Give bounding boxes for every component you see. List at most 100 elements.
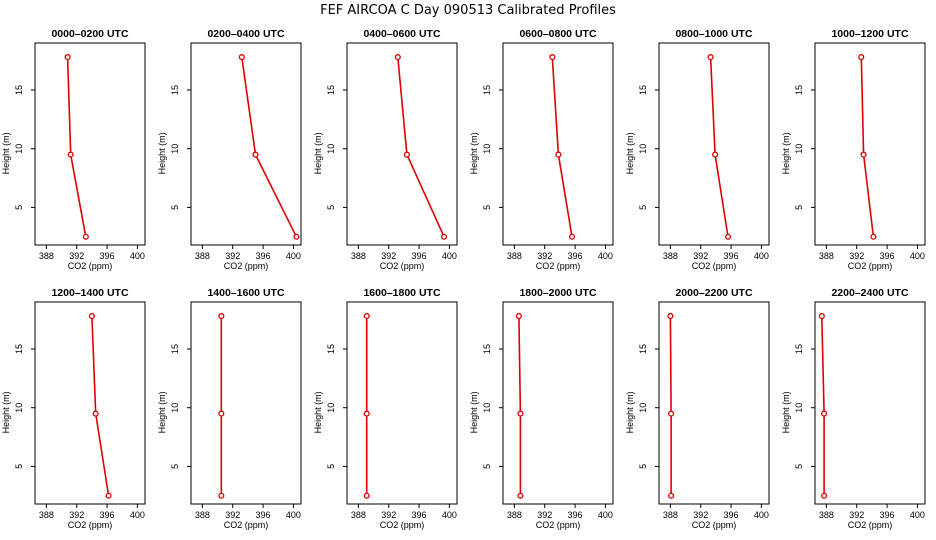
y-tick-label: 15 bbox=[326, 344, 336, 354]
x-tick-label: 400 bbox=[286, 510, 301, 520]
panel-title: 1400–1600 UTC bbox=[207, 287, 284, 299]
data-point bbox=[707, 54, 714, 61]
x-tick-label: 396 bbox=[880, 251, 895, 261]
y-tick-label: 10 bbox=[794, 403, 804, 413]
y-axis-label: Height (m) bbox=[157, 391, 167, 433]
y-axis-label: Height (m) bbox=[469, 391, 479, 433]
data-point bbox=[668, 410, 675, 417]
y-tick-label: 5 bbox=[14, 464, 24, 469]
data-point bbox=[818, 313, 825, 320]
y-axis-label: Height (m) bbox=[157, 132, 167, 174]
y-tick-label: 5 bbox=[170, 464, 180, 469]
data-point bbox=[67, 151, 74, 158]
data-point bbox=[821, 410, 828, 417]
panel: 0800–1000 UTC 388 392 396 400 CO2 (ppm) 5 10 15 H… bbox=[625, 28, 770, 271]
data-point bbox=[667, 313, 674, 320]
panel-title: 0600–0800 UTC bbox=[519, 28, 596, 40]
y-axis-label: Height (m) bbox=[313, 132, 323, 174]
x-tick-label: 396 bbox=[256, 251, 271, 261]
data-point bbox=[515, 313, 522, 320]
x-axis-label: CO2 (ppm) bbox=[692, 520, 737, 530]
panel-grid: 0000–0200 UTC 388 392 396 400 CO2 (ppm) 5 10 15 H… bbox=[1, 28, 926, 530]
x-tick-label: 388 bbox=[507, 251, 522, 261]
panel-title: 0800–1000 UTC bbox=[675, 28, 752, 40]
x-tick-label: 396 bbox=[724, 510, 739, 520]
x-tick-label: 392 bbox=[693, 251, 708, 261]
x-axis-label: CO2 (ppm) bbox=[692, 261, 737, 271]
y-tick-label: 5 bbox=[794, 464, 804, 469]
panel: 2000–2200 UTC 388 392 396 400 CO2 (ppm) 5 10 15 H… bbox=[625, 287, 770, 530]
x-axis-label: CO2 (ppm) bbox=[380, 520, 425, 530]
plot-frame bbox=[658, 301, 770, 505]
y-tick-label: 5 bbox=[326, 205, 336, 210]
y-axis-label: Height (m) bbox=[1, 391, 11, 433]
data-point bbox=[549, 54, 556, 61]
y-tick-label: 5 bbox=[14, 205, 24, 210]
y-tick-label: 15 bbox=[794, 344, 804, 354]
x-axis-label: CO2 (ppm) bbox=[68, 520, 113, 530]
x-tick-label: 396 bbox=[412, 510, 427, 520]
data-point bbox=[64, 54, 71, 61]
y-tick-label: 10 bbox=[170, 403, 180, 413]
x-tick-label: 388 bbox=[39, 510, 54, 520]
data-point bbox=[568, 233, 576, 240]
y-tick-label: 5 bbox=[482, 205, 492, 210]
data-point bbox=[105, 492, 112, 499]
x-tick-label: 388 bbox=[351, 251, 366, 261]
x-tick-label: 392 bbox=[537, 251, 552, 261]
data-point bbox=[517, 492, 524, 499]
profile-line bbox=[66, 57, 87, 237]
panel: 0600–0800 UTC 388 392 396 400 CO2 (ppm) 5 10 15 H… bbox=[469, 28, 614, 271]
plot-frame bbox=[190, 301, 302, 505]
data-point bbox=[92, 410, 99, 417]
panel-title: 1200–1400 UTC bbox=[51, 287, 128, 299]
x-tick-label: 396 bbox=[724, 251, 739, 261]
panel: 0200–0400 UTC 388 392 396 400 CO2 (ppm) 5 10 15 H… bbox=[157, 28, 302, 271]
plot-frame bbox=[346, 301, 458, 505]
data-point bbox=[870, 233, 877, 240]
panel: 0000–0200 UTC 388 392 396 400 CO2 (ppm) 5 10 15 H… bbox=[1, 28, 146, 271]
x-axis-label: CO2 (ppm) bbox=[224, 520, 269, 530]
x-tick-label: 400 bbox=[754, 510, 769, 520]
data-point bbox=[441, 233, 448, 240]
y-tick-label: 5 bbox=[638, 464, 648, 469]
x-tick-label: 392 bbox=[69, 251, 84, 261]
x-axis-label: CO2 (ppm) bbox=[848, 261, 893, 271]
profile-line bbox=[91, 316, 110, 496]
x-tick-label: 400 bbox=[598, 510, 613, 520]
x-tick-label: 400 bbox=[130, 251, 145, 261]
x-tick-label: 392 bbox=[381, 510, 396, 520]
x-tick-label: 388 bbox=[351, 510, 366, 520]
y-tick-label: 5 bbox=[482, 464, 492, 469]
x-tick-label: 392 bbox=[849, 251, 864, 261]
panel: 1600–1800 UTC 388 392 396 400 CO2 (ppm) 5 10 15 H… bbox=[313, 287, 458, 530]
x-tick-label: 388 bbox=[195, 251, 210, 261]
data-point bbox=[363, 313, 370, 320]
x-tick-label: 388 bbox=[819, 510, 834, 520]
y-axis-label: Height (m) bbox=[469, 132, 479, 174]
data-point bbox=[858, 54, 865, 61]
x-tick-label: 400 bbox=[910, 251, 925, 261]
x-tick-label: 392 bbox=[849, 510, 864, 520]
y-tick-label: 10 bbox=[482, 144, 492, 154]
panel-title: 0000–0200 UTC bbox=[51, 28, 128, 40]
y-tick-label: 15 bbox=[170, 85, 180, 95]
profile-line bbox=[709, 57, 729, 237]
plot-frame bbox=[190, 42, 302, 246]
x-tick-label: 388 bbox=[819, 251, 834, 261]
panel-title: 2200–2400 UTC bbox=[831, 287, 908, 299]
data-point bbox=[218, 410, 225, 417]
x-tick-label: 388 bbox=[39, 251, 54, 261]
x-tick-label: 396 bbox=[100, 510, 115, 520]
panel-title: 2000–2200 UTC bbox=[675, 287, 752, 299]
profile-line bbox=[551, 57, 573, 237]
data-point bbox=[82, 233, 89, 240]
panel: 0400–0600 UTC 388 392 396 400 CO2 (ppm) 5 10 15 H… bbox=[313, 28, 458, 271]
x-tick-label: 388 bbox=[507, 510, 522, 520]
data-point bbox=[363, 410, 370, 417]
plot-frame bbox=[346, 42, 458, 246]
profile-line bbox=[860, 57, 875, 237]
x-axis-label: CO2 (ppm) bbox=[848, 520, 893, 530]
plot-frame bbox=[658, 42, 770, 246]
panel-title: 0400–0600 UTC bbox=[363, 28, 440, 40]
